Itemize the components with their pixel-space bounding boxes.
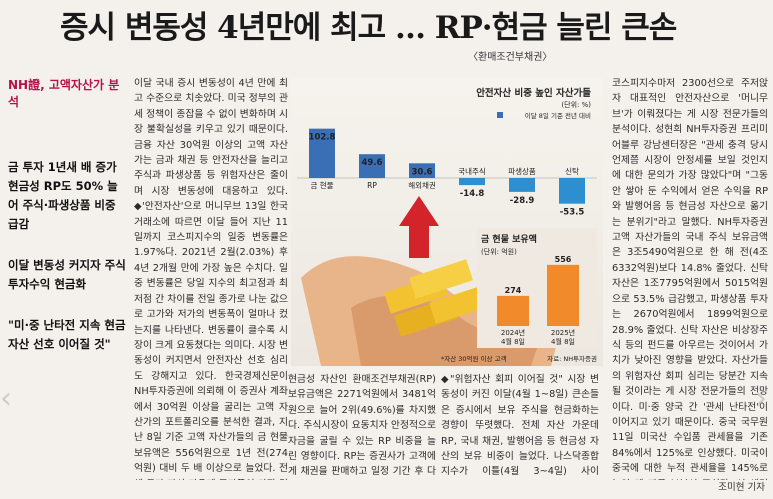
chart1-bar <box>359 154 385 178</box>
chart1-category-label: 국내주식 <box>458 167 486 176</box>
byline: 조미현 기자 <box>718 482 765 493</box>
chart1-bar <box>459 178 485 186</box>
body-column-1: 이달 국내 증시 변동성이 4년 만에 최고 수준으로 치솟았다. 미국 정부의… <box>134 78 288 480</box>
deck-quote: "미·중 난타전 지속 현금자산 선호 이어질 것" <box>8 318 126 351</box>
chart2-value-label: 556 <box>555 255 572 264</box>
chart1-value-label: -53.5 <box>560 208 585 218</box>
chart1-category-label: 파생상품 <box>508 166 536 176</box>
chart1-value-label: 30.6 <box>412 167 433 177</box>
chart2-category-label: 2025년 <box>551 328 575 337</box>
side-column: NH證, 고액자산가 분석 금 투자 1년새 배 증가 현금성 RP도 50% … <box>8 76 126 376</box>
chart1-category-label: 해외채권 <box>408 180 436 190</box>
chart2-title: 금 현물 보유액 <box>481 233 537 245</box>
body-column-2: 현금성 자산인 환매조건부채권(RP) 보유금액은 2271억원에서 3481억… <box>288 374 436 478</box>
graphic-source: 자료: NH투자증권 <box>547 354 597 363</box>
chart2-category-label: 2024년 <box>501 328 525 337</box>
chart1-bar <box>309 128 335 178</box>
next-page-arrow-icon[interactable]: › <box>755 381 767 416</box>
chart2-category-label: 4월 8일 <box>501 337 525 346</box>
chart1-bar <box>559 178 585 204</box>
chart1-value-label: 49.6 <box>362 158 383 168</box>
chart1-value-label: 102.8 <box>309 133 336 143</box>
chart1-legend: 이달 8일 기준 전년 대비 <box>525 111 591 120</box>
chart1-legend-swatch <box>497 112 503 118</box>
chart2-value-label: 274 <box>505 286 522 295</box>
headline: 증시 변동성 4년만에 최고 … RP·현금 늘린 큰손 <box>60 10 677 46</box>
section-tag: NH證, 고액자산가 분석 <box>8 78 120 109</box>
chart2-unit: (단위: 억원) <box>481 247 517 256</box>
chart2-bar <box>547 264 579 326</box>
deck-2: 이달 변동성 커지자 주식 투자수익 현금화 <box>8 258 126 291</box>
chart1-bar <box>509 178 535 192</box>
chart1-value-label: -14.8 <box>460 189 485 199</box>
infographic-svg: 안전자산 비중 높인 자산가들 (단위: %) 이달 8일 기준 전년 대비 1… <box>297 87 597 366</box>
chart1-value-label: -28.9 <box>510 196 535 206</box>
chart1-unit: (단위: %) <box>561 100 591 109</box>
graphic-footnote: *자산 30억원 이상 고객 <box>441 354 507 363</box>
chart1-category-label: RP <box>367 181 377 190</box>
chart1-category-label: 신탁 <box>565 166 579 176</box>
infographic: 안전자산 비중 높인 자산가들 (단위: %) 이달 8일 기준 전년 대비 1… <box>291 78 603 366</box>
chart2-bar <box>497 295 529 326</box>
chart1-title: 안전자산 비중 높인 자산가들 <box>476 87 591 99</box>
chart1-bar <box>409 163 435 178</box>
chart1-category-label: 금 현물 <box>310 181 333 190</box>
subline: 〈환매조건부채권〉 <box>468 52 553 63</box>
chart2-category-label: 4월 8일 <box>551 337 575 346</box>
body-column-4: 코스피지수마저 2300선으로 주저앉자 대표적인 안전자산으로 '머니무브'가… <box>612 78 768 480</box>
prev-page-arrow-icon[interactable]: ‹ <box>0 381 12 416</box>
deck-1: 금 투자 1년새 배 증가 현금성 RP도 50% 늘어 주식·파생상품 비중 … <box>8 160 118 231</box>
body-column-3: ◆"위험자산 회피 이어질 것" 시장 변동성이 커진 이달(4월 1~8일) … <box>441 374 599 478</box>
bar-chart-safe-assets: 안전자산 비중 높인 자산가들 (단위: %) 이달 8일 기준 전년 대비 1… <box>297 87 597 218</box>
